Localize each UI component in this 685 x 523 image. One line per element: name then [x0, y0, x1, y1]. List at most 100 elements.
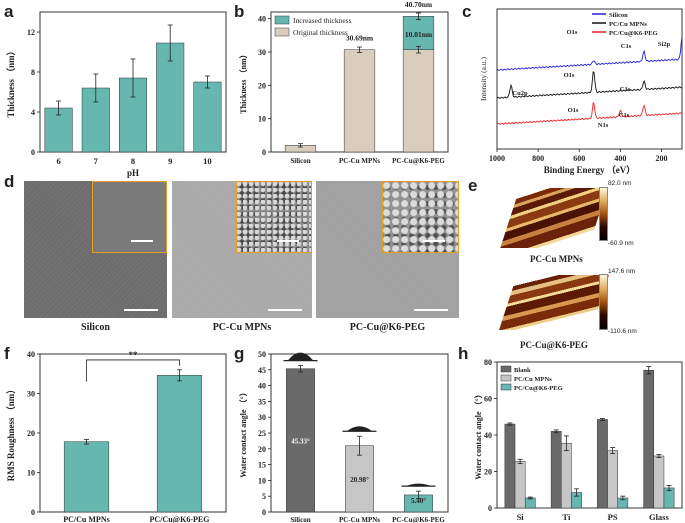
- chart-b-ytick-label: 30: [258, 48, 266, 57]
- chart-h-xtick-label: PS: [608, 512, 618, 522]
- chart-b-ytick-label: 20: [258, 81, 266, 90]
- chart-c-peak-label: N1s: [598, 122, 609, 129]
- chart-a-ylabel: Thickness （nm）: [6, 46, 16, 117]
- chart-g-ytick-label: 5: [262, 492, 266, 501]
- panel-label-a: a: [4, 2, 14, 21]
- chart-b-legend-swatch: [274, 15, 290, 25]
- chart-c-peak-label: O1s: [568, 107, 579, 114]
- chart-h-ytick-label: 0: [488, 504, 492, 513]
- chart-c-ylabel: Intensity (a.u.): [479, 57, 488, 101]
- chart-a-xtick-label: 10: [203, 156, 212, 166]
- afm-colorbar-2: [599, 274, 608, 330]
- chart-b-legend-label: Original thickness: [293, 28, 348, 37]
- chart-f-ytick-label: 30: [27, 390, 35, 399]
- chart-c-xtick-label: 600: [573, 154, 585, 163]
- chart-b-xtick-label: PC-Cu@K6-PEG: [392, 157, 445, 165]
- sem-label-pc-cu-k6-peg: PC-Cu@K6-PEG: [349, 322, 426, 333]
- chart-h-bar: [663, 487, 675, 509]
- chart-c-xtick-label: 1000: [489, 154, 505, 163]
- chart-c-legend-label: PC/Cu MPNs: [609, 21, 647, 28]
- chart-h-bar: [514, 461, 526, 509]
- chart-b-legend-label: Increased thickness: [293, 16, 352, 25]
- chart-c-xtick-label: 200: [655, 154, 667, 163]
- chart-g-xtick-label: Silicon: [290, 516, 310, 523]
- afm-min-2: -110.6 nm: [608, 328, 637, 335]
- chart-h-bar: [561, 442, 572, 509]
- chart-h-legend-swatch: [500, 383, 512, 391]
- chart-h-bar: [524, 497, 536, 509]
- chart-f-bar: [156, 375, 203, 513]
- chart-h-legend-swatch: [500, 365, 512, 373]
- chart-b-ytick-label: 10: [258, 115, 266, 124]
- chart-g-ytick-label: 45: [258, 366, 266, 375]
- chart-g-value-label: 5.40°: [411, 497, 426, 505]
- scale-bar: [414, 309, 448, 311]
- panel-label-d: d: [4, 172, 15, 191]
- chart-g-value-label: 45.33°: [291, 437, 310, 445]
- chart-a-ytick-label: 0: [31, 148, 35, 157]
- chart-b-legend-swatch: [274, 27, 290, 37]
- chart-f-ytick-label: 0: [31, 508, 35, 517]
- chart-c-peak-label: O1s: [564, 72, 575, 79]
- chart-h-bar: [653, 455, 665, 509]
- chart-b-value-label: 40.70nm: [405, 0, 433, 9]
- chart-g-ylabel: Water contact angle （°）: [238, 388, 248, 477]
- afm-max-1: 82.0 nm: [608, 180, 632, 187]
- chart-f-ytick-label: 20: [27, 429, 35, 438]
- chart-h-bar: [607, 450, 618, 509]
- chart-c-peak-label: O1s: [567, 29, 578, 36]
- sem-image-pc-cu-mpns: [172, 181, 312, 318]
- chart-h-ytick-label: 40: [484, 431, 492, 440]
- chart-b-ytick-label: 40: [258, 15, 266, 24]
- chart-h-bar: [643, 369, 655, 509]
- chart-b-ytick-label: 0: [262, 148, 266, 157]
- sem-inset-pc-cu-k6-peg: [382, 181, 459, 253]
- chart-g-xtick-label: PC-Cu@K6-PEG: [392, 516, 445, 523]
- chart-h-xtick-label: Si: [517, 512, 525, 522]
- chart-b-value-label: 30.69nm: [346, 33, 374, 42]
- chart-a-xtick-label: 6: [56, 156, 60, 166]
- afm-max-2: 147.6 nm: [608, 268, 636, 275]
- chart-c-series-line: [496, 71, 683, 99]
- panel-label-e: e: [468, 176, 478, 195]
- chart-f-xtick-label: PC/Cu@K6-PEG: [150, 515, 210, 523]
- panel-label-c: c: [462, 2, 472, 21]
- chart-g-ytick-label: 50: [258, 350, 266, 359]
- sem-image-pc-cu-k6-peg: [316, 181, 459, 318]
- sem-label-pc-cu-mpns: PC-Cu MPNs: [212, 322, 272, 333]
- chart-c-legend-label: PC/Cu@K6-PEG: [609, 30, 658, 37]
- chart-c-xtick-label: 400: [614, 154, 626, 163]
- chart-h-ytick-label: 60: [484, 395, 492, 404]
- panel-label-b: b: [234, 2, 245, 21]
- chart-c-peak-label: Cu2p: [512, 90, 528, 97]
- chart-g-ytick-label: 0: [262, 508, 266, 517]
- panel-label-f: f: [4, 344, 10, 363]
- chart-a-bar: [193, 81, 222, 153]
- scale-bar: [268, 309, 302, 311]
- scale-bar-inset: [131, 240, 153, 242]
- chart-a-xtick-label: 8: [131, 156, 135, 166]
- chart-c-peak-label: Si2p: [658, 41, 671, 48]
- chart-g-ytick-label: 20: [258, 445, 266, 454]
- sem-label-silicon: Silicon: [81, 322, 110, 333]
- chart-a-ytick-label: 8: [31, 68, 35, 77]
- chart-g-value-label: 20.98°: [350, 476, 369, 484]
- chart-h-legend-label: PC/Cu@K6-PEG: [514, 385, 563, 392]
- chart-c-xlabel: Binding Energy （eV）: [544, 165, 636, 175]
- chart-g-ytick-label: 35: [258, 397, 266, 406]
- chart-a-ytick-label: 12: [27, 28, 35, 37]
- chart-h-bar: [550, 431, 562, 509]
- sem-inset-pc-cu-mpns: [236, 181, 312, 253]
- chart-g-ytick-label: 10: [258, 476, 266, 485]
- chart-b-bar-original: [402, 49, 435, 153]
- panel-label-h: h: [458, 344, 469, 363]
- chart-f-ytick-label: 40: [27, 350, 35, 359]
- chart-h-ytick-label: 80: [484, 358, 492, 367]
- chart-f-xtick-label: PC/Cu MPNs: [63, 515, 109, 523]
- scale-bar: [124, 309, 158, 311]
- chart-g-bar: [286, 368, 315, 513]
- chart-b-ylabel: Thickness （nm）: [238, 50, 248, 113]
- chart-g-ytick-label: 40: [258, 382, 266, 391]
- chart-c-peak-label: C1s: [620, 86, 631, 93]
